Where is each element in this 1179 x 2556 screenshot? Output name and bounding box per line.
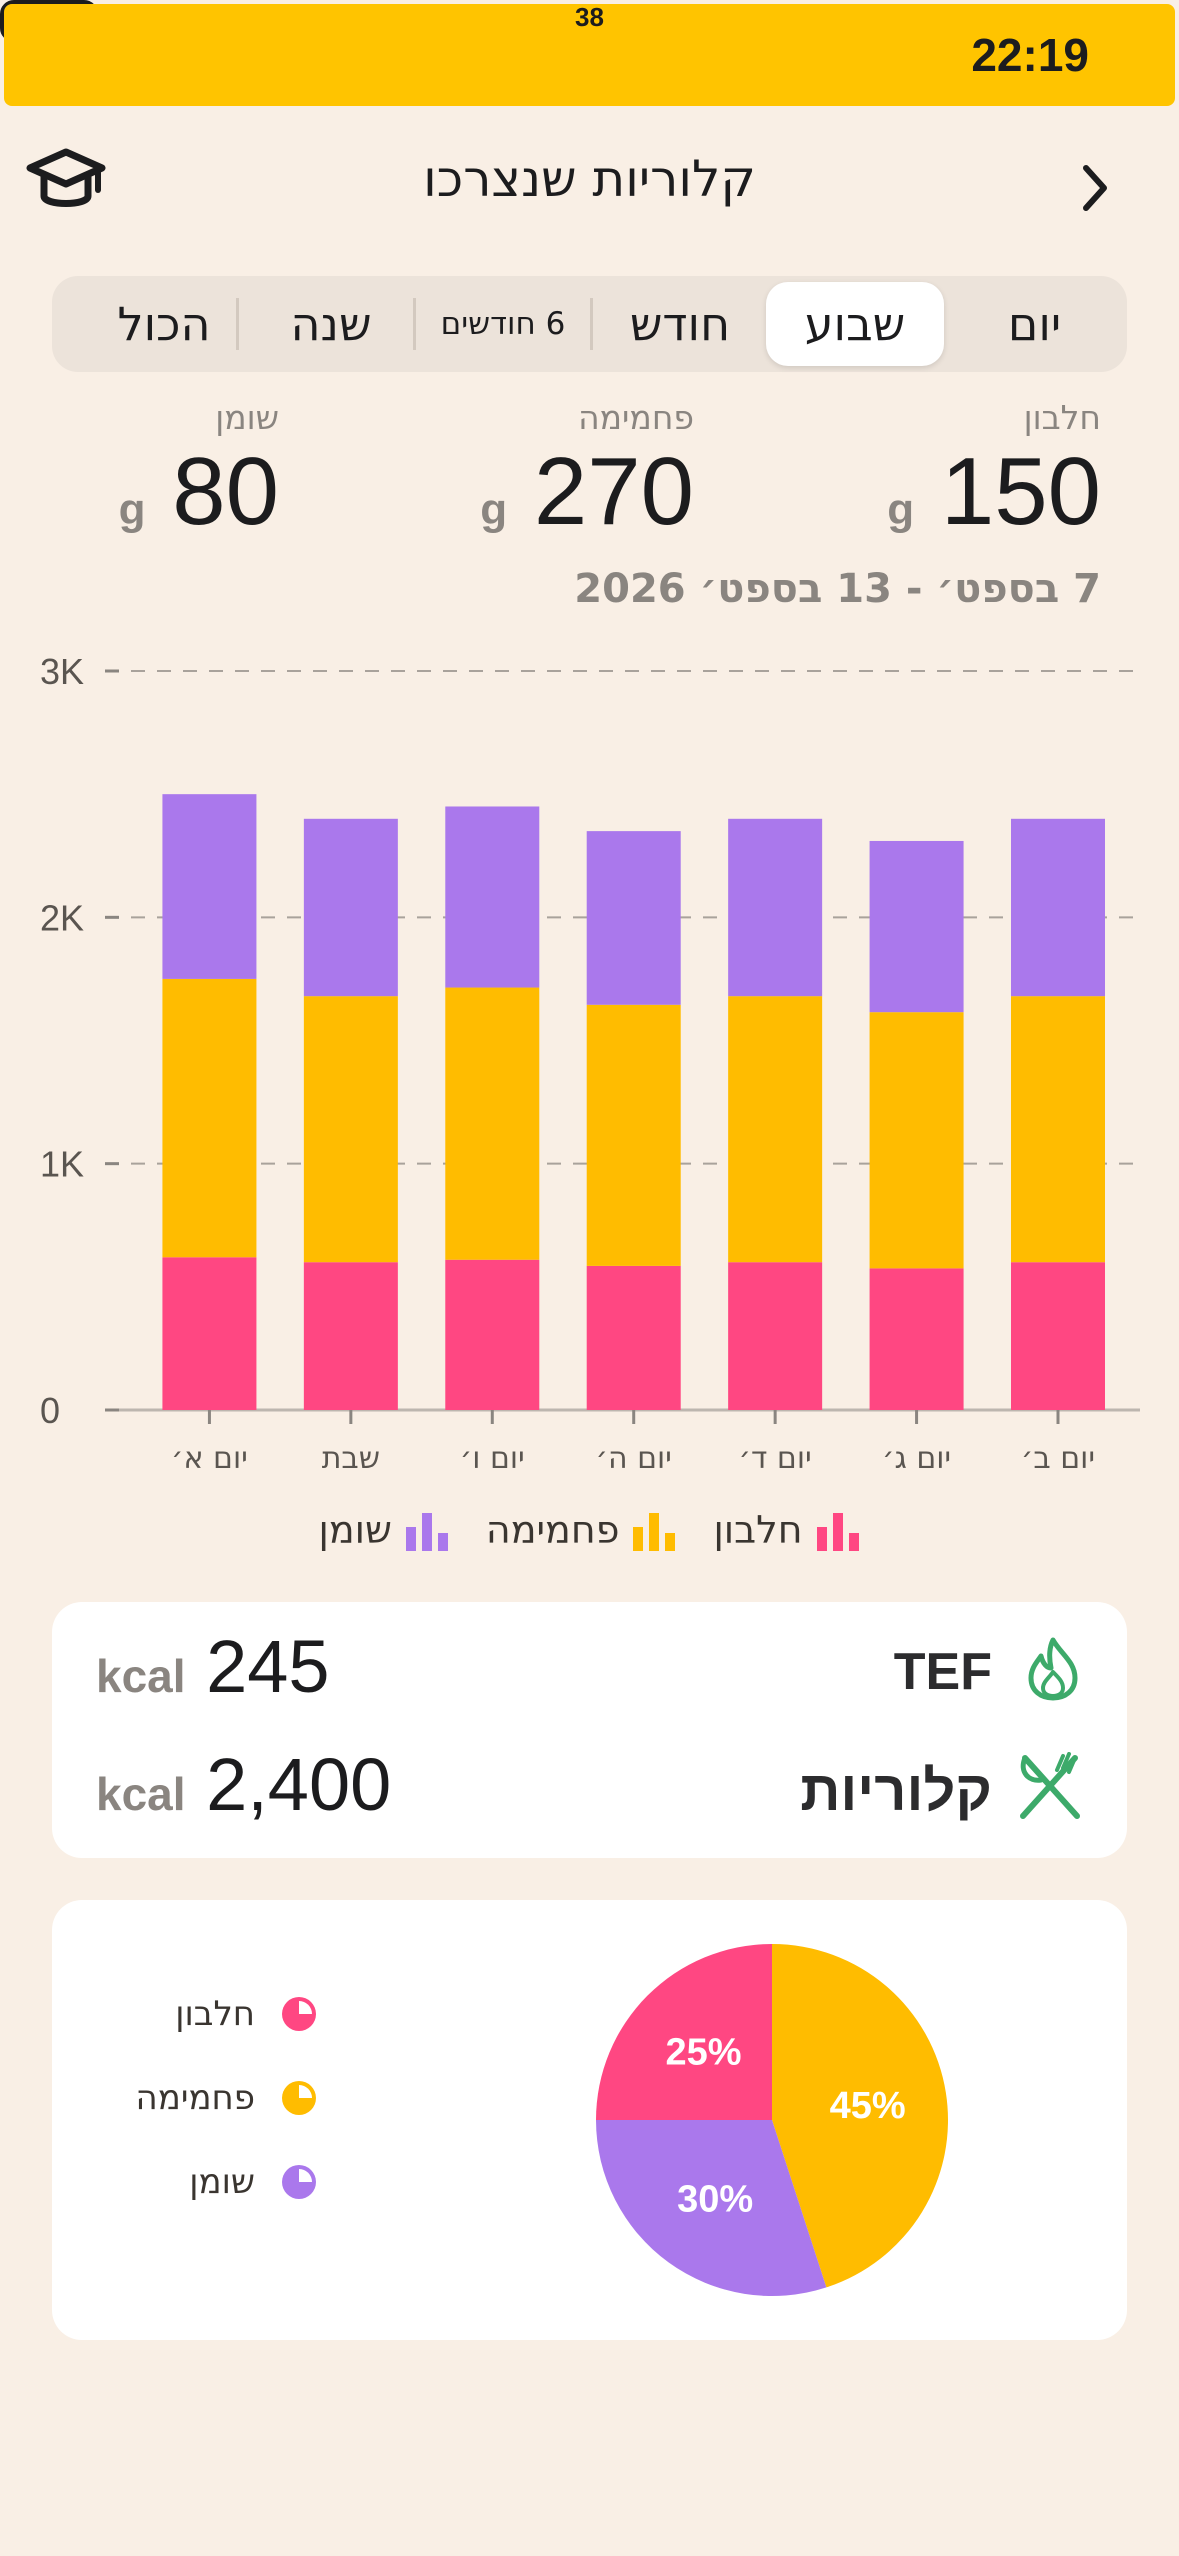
- tab-six-months[interactable]: 6 חודשים: [440, 306, 566, 342]
- tab-week[interactable]: שבוע: [766, 282, 944, 366]
- x-tick-label: שבת: [322, 1441, 380, 1476]
- pie-legend-carbs: פחמימה: [136, 2078, 317, 2118]
- bar-segment[interactable]: [1011, 818, 1105, 997]
- energy-summary-card: TEF kcal 245 קלוריות kcal 2,400: [52, 1602, 1127, 1858]
- bar-segment[interactable]: [303, 818, 398, 997]
- bar-chart-icon: [816, 1513, 859, 1551]
- x-tick-label: יום ה׳: [596, 1441, 672, 1476]
- pie-slice[interactable]: [772, 1944, 948, 2288]
- graduation-cap-icon[interactable]: [26, 146, 106, 218]
- x-tick-label: יום ד׳: [739, 1441, 812, 1476]
- bar-chart-icon: [633, 1513, 676, 1551]
- fat-value: g 80: [118, 438, 279, 545]
- bar-segment[interactable]: [869, 1268, 964, 1410]
- status-bar: 38 22:19: [0, 0, 1179, 110]
- bar-segment[interactable]: [162, 794, 257, 979]
- macro-carbs: פחמימה g 270: [480, 398, 694, 547]
- bar-segment[interactable]: [303, 996, 398, 1263]
- bar-segment[interactable]: [586, 831, 681, 1005]
- fork-knife-icon: [1020, 1752, 1080, 1819]
- y-tick-label: 2K: [40, 897, 84, 938]
- time-range-tabs: הכול שנה 6 חודשים חודש שבוע יום: [52, 276, 1127, 372]
- tab-year[interactable]: שנה: [290, 297, 372, 351]
- carbs-label: פחמימה: [578, 398, 694, 437]
- pie-slice[interactable]: [596, 2120, 827, 2296]
- macro-distribution-card: חלבון פחמימה שומן 45% 30% 25%: [52, 1900, 1127, 2340]
- tef-label: TEF: [893, 1643, 992, 1701]
- pie-slice[interactable]: [596, 1944, 772, 2120]
- macro-protein: חלבון g 150: [887, 398, 1101, 547]
- fat-label: שומן: [215, 398, 279, 437]
- page-title: קלוריות שנצרכו: [423, 150, 756, 208]
- tab-day[interactable]: יום: [1007, 297, 1062, 351]
- bar-segment[interactable]: [586, 1004, 681, 1266]
- protein-label: חלבון: [1023, 398, 1101, 437]
- bar-segment[interactable]: [303, 1262, 398, 1410]
- bar-segment[interactable]: [869, 840, 964, 1013]
- pie-legend-protein: חלבון: [175, 1994, 317, 2034]
- y-tick-label: 0: [40, 1390, 60, 1431]
- tab-month[interactable]: חודש: [629, 297, 731, 351]
- macro-pie-chart: 45% 30% 25%: [596, 1944, 948, 2296]
- protein-value: g 150: [887, 438, 1101, 545]
- pie-slice-label: 30%: [677, 2178, 753, 2220]
- pie-chart-icon: [282, 2081, 316, 2115]
- stacked-bar-chart: 0 1K 2K 3K יום ב׳ יום ג׳ יום ד׳ יום ה׳ יום ו׳ שבת…: [40, 651, 1140, 1476]
- macro-fat: שומן g 80: [119, 398, 279, 547]
- tab-all[interactable]: הכול: [117, 297, 211, 351]
- calories-label: קלוריות: [800, 1759, 992, 1822]
- bar-segment[interactable]: [445, 987, 540, 1260]
- pie-slice-label: 25%: [666, 2032, 742, 2074]
- bar-segment[interactable]: [445, 1259, 540, 1410]
- pie-chart-icon: [282, 1997, 316, 2031]
- bar-segment[interactable]: [162, 1257, 257, 1410]
- bar-segment[interactable]: [586, 1265, 681, 1410]
- bar-segment[interactable]: [162, 978, 257, 1258]
- bar-segment[interactable]: [728, 1262, 823, 1410]
- flame-icon: [1028, 1637, 1078, 1701]
- calories-value: kcal 2,400: [96, 1743, 392, 1826]
- y-tick-label: 3K: [40, 651, 84, 692]
- chart-legend: חלבון פחמימה שומן: [0, 1500, 1179, 1560]
- bar-segment[interactable]: [445, 806, 540, 988]
- legend-carbs: פחמימה: [486, 1508, 678, 1552]
- tef-value: kcal 245: [96, 1625, 330, 1708]
- clock: 22:19: [971, 29, 1089, 81]
- x-tick-label: יום א׳: [171, 1441, 248, 1476]
- battery-level: 38: [575, 2, 604, 32]
- y-tick-label: 1K: [40, 1144, 84, 1185]
- bar-chart-icon: [405, 1513, 448, 1551]
- pie-slice-label: 45%: [830, 2085, 906, 2127]
- bar-segment[interactable]: [1011, 1262, 1105, 1410]
- x-tick-label: יום ג׳: [882, 1441, 951, 1476]
- bar-segment[interactable]: [728, 818, 823, 997]
- bar-segment[interactable]: [869, 1012, 964, 1269]
- x-tick-label: יום ו׳: [460, 1441, 525, 1476]
- pie-legend-fat: שומן: [189, 2162, 317, 2202]
- legend-fat: שומן: [318, 1508, 449, 1552]
- bar-segment[interactable]: [728, 996, 823, 1263]
- chevron-right-icon[interactable]: [1080, 162, 1110, 214]
- battery-indicator: 38: [0, 0, 1175, 106]
- bar-segment[interactable]: [1011, 996, 1105, 1263]
- carbs-value: g 270: [480, 438, 694, 545]
- legend-protein: חלבון: [713, 1508, 860, 1552]
- x-tick-label: יום ב׳: [1021, 1441, 1095, 1476]
- date-range: 7 בספט׳ - 13 בספט׳ 2026: [574, 566, 1101, 612]
- pie-chart-icon: [282, 2165, 316, 2199]
